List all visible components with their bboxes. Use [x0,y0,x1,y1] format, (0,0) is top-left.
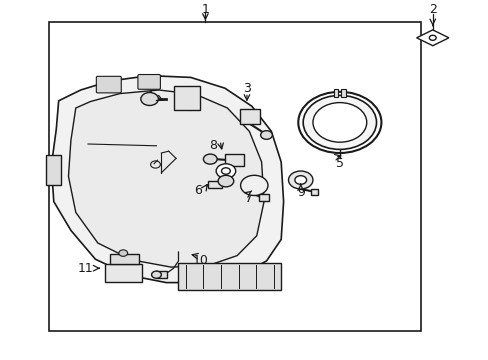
FancyBboxPatch shape [138,75,160,89]
Bar [105,264,142,282]
Text: 5: 5 [335,157,343,170]
FancyBboxPatch shape [96,76,121,93]
Bar [178,263,281,290]
Text: 11: 11 [78,262,93,275]
Bar [49,22,420,331]
Bar [207,181,222,188]
Circle shape [294,176,306,184]
Bar [259,194,268,201]
Bar [333,89,338,97]
Circle shape [240,175,267,195]
Circle shape [221,168,230,174]
Text: 1: 1 [201,3,209,15]
Text: 9: 9 [296,186,304,199]
Text: 4: 4 [145,89,153,102]
Circle shape [312,103,366,142]
Circle shape [288,171,312,189]
Bar [155,271,167,278]
Bar [110,254,139,264]
Bar [310,189,318,195]
Circle shape [218,175,233,187]
Text: 7: 7 [245,192,253,204]
Circle shape [216,164,235,178]
Polygon shape [416,30,448,46]
Bar [341,89,345,97]
Circle shape [260,131,272,139]
Bar [224,154,243,166]
Polygon shape [68,90,264,267]
Circle shape [141,93,158,105]
Text: 6: 6 [194,184,202,197]
Circle shape [428,35,435,40]
Bar [173,86,200,110]
Circle shape [151,271,161,278]
Text: 3: 3 [243,82,250,95]
Bar [46,155,61,185]
Text: 2: 2 [428,3,436,15]
Bar [239,109,260,124]
Text: 8: 8 [208,139,216,152]
Circle shape [203,154,217,164]
Polygon shape [51,76,283,283]
Circle shape [119,250,127,256]
Circle shape [303,95,376,149]
Text: 10: 10 [192,255,208,267]
